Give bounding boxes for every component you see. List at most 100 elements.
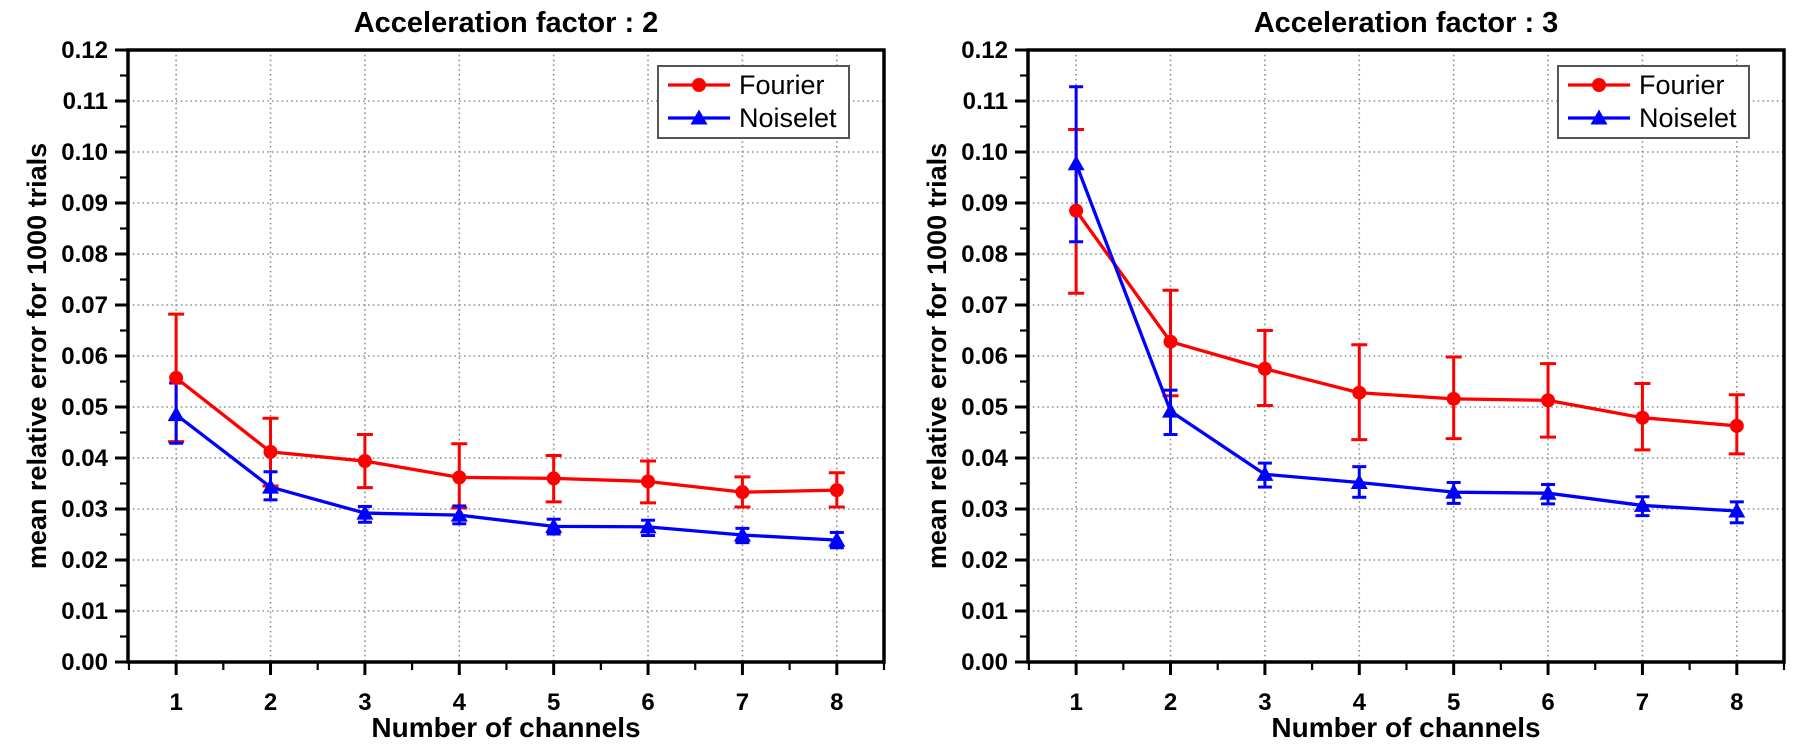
circle-marker — [1541, 393, 1556, 408]
triangle-marker — [262, 478, 280, 494]
circle-marker — [452, 470, 467, 485]
circle-marker — [1257, 361, 1272, 376]
triangle-marker — [1633, 496, 1651, 512]
triangle-marker — [450, 506, 468, 522]
triangle-marker — [1256, 465, 1274, 481]
x-tick-label: 7 — [736, 689, 749, 716]
x-tick-label: 1 — [1069, 689, 1082, 716]
legend-entry-label: Noiselet — [1639, 103, 1737, 133]
triangle-marker — [1728, 502, 1746, 518]
noiselet-markers — [1067, 155, 1746, 518]
y-tick-label: 0.06 — [61, 343, 108, 370]
triangle-marker — [1445, 483, 1463, 499]
noiselet-markers — [167, 406, 846, 547]
triangle-marker — [1162, 402, 1180, 418]
fourier-series-line — [175, 376, 837, 494]
y-tick-label: 0.09 — [61, 190, 108, 217]
gridlines — [128, 50, 884, 662]
chart-acceleration-factor-2: 0.00 0.01 0.02 0.03 0.04 0.05 0.06 0.07 0.08 0.09… — [0, 0, 900, 749]
legend-entry-label: Noiselet — [739, 103, 837, 133]
circle-marker — [546, 471, 561, 486]
y-tick-label: 0.03 — [61, 496, 108, 523]
triangle-marker — [639, 518, 657, 534]
circle-marker — [1163, 334, 1178, 349]
x-tick-label: 2 — [1164, 689, 1177, 716]
y-tick-label: 0.08 — [961, 241, 1008, 268]
y-tick-label: 0.07 — [61, 292, 108, 319]
x-tick-label: 8 — [1730, 689, 1743, 716]
x-tick-label: 1 — [169, 689, 182, 716]
circle-marker — [641, 474, 656, 489]
x-axis-label: Number of channels — [371, 712, 640, 743]
x-tick-label: 7 — [1636, 689, 1649, 716]
circle-marker — [357, 454, 372, 469]
circle-marker — [169, 370, 184, 385]
circle-marker — [692, 78, 706, 92]
chart-title: Acceleration factor : 3 — [1254, 7, 1559, 39]
chart-title: Acceleration factor : 2 — [354, 7, 659, 39]
legend-entry-label: Fourier — [739, 70, 825, 100]
y-tick-label: 0.05 — [961, 394, 1008, 421]
triangle-marker — [733, 526, 751, 542]
fourier-series-line — [1074, 209, 1737, 428]
circle-marker — [1635, 410, 1650, 425]
noiselet-series-line — [1074, 163, 1737, 513]
chart-canvas: 0.00 0.01 0.02 0.03 0.04 0.05 0.06 0.07 0.08 0.09… — [0, 0, 900, 749]
y-tick-label: 0.07 — [961, 292, 1008, 319]
y-axis-label: mean relative error for 1000 trials — [22, 143, 52, 569]
circle-marker — [263, 444, 278, 459]
chart-acceleration-factor-3: 0.00 0.01 0.02 0.03 0.04 0.05 0.06 0.07 0.08 0.09… — [900, 0, 1800, 749]
y-tick-label: 0.02 — [61, 547, 108, 574]
y-axis-label: mean relative error for 1000 trials — [922, 143, 952, 569]
x-tick-label: 6 — [641, 689, 654, 716]
fourier-markers — [169, 370, 844, 500]
legend-box — [1557, 65, 1750, 139]
y-tick-label: 0.04 — [61, 445, 108, 472]
circle-marker — [1446, 391, 1461, 406]
y-tick-label: 0.11 — [63, 88, 108, 115]
triangle-marker — [356, 504, 374, 520]
y-tick-label: 0.06 — [961, 343, 1008, 370]
y-tick-label: 0.05 — [61, 394, 108, 421]
y-tick-label: 0.11 — [963, 88, 1008, 115]
triangle-marker — [1590, 109, 1608, 125]
chart-canvas: 0.00 0.01 0.02 0.03 0.04 0.05 0.06 0.07 0.08 0.09… — [900, 0, 1800, 749]
triangle-marker — [828, 531, 846, 547]
triangle-marker — [690, 109, 708, 125]
y-tick-label: 0.12 — [61, 37, 108, 64]
triangle-marker — [167, 406, 185, 422]
x-tick-label: 3 — [1258, 689, 1271, 716]
x-tick-label: 6 — [1541, 689, 1554, 716]
y-tick-label: 0.00 — [61, 649, 108, 676]
triangle-marker — [1350, 473, 1368, 489]
triangle-marker — [1539, 484, 1557, 500]
x-tick-label: 3 — [358, 689, 371, 716]
y-tick-label: 0.03 — [961, 496, 1008, 523]
circle-marker — [829, 483, 844, 498]
circle-marker — [1352, 385, 1367, 400]
circle-marker — [1729, 418, 1744, 433]
y-tick-label: 0.09 — [961, 190, 1008, 217]
fourier-markers — [1069, 203, 1744, 433]
triangle-marker — [1067, 155, 1085, 171]
noiselet-series-line — [175, 413, 837, 542]
y-tick-label: 0.01 — [61, 598, 108, 625]
axis-ticks — [115, 48, 886, 675]
x-tick-label: 4 — [453, 689, 467, 716]
x-tick-label: 5 — [1447, 689, 1460, 716]
x-tick-label: 5 — [547, 689, 560, 716]
y-tick-label: 0.02 — [961, 547, 1008, 574]
circle-marker — [735, 485, 750, 500]
triangle-marker — [545, 517, 563, 533]
y-tick-label: 0.00 — [961, 649, 1008, 676]
y-tick-label: 0.12 — [961, 37, 1008, 64]
y-tick-label: 0.08 — [61, 241, 108, 268]
circle-marker — [1069, 203, 1084, 218]
circle-marker — [1592, 78, 1606, 92]
y-tick-label: 0.10 — [961, 139, 1008, 166]
x-axis-label: Number of channels — [1271, 712, 1540, 743]
legend-entry-label: Fourier — [1639, 70, 1725, 100]
